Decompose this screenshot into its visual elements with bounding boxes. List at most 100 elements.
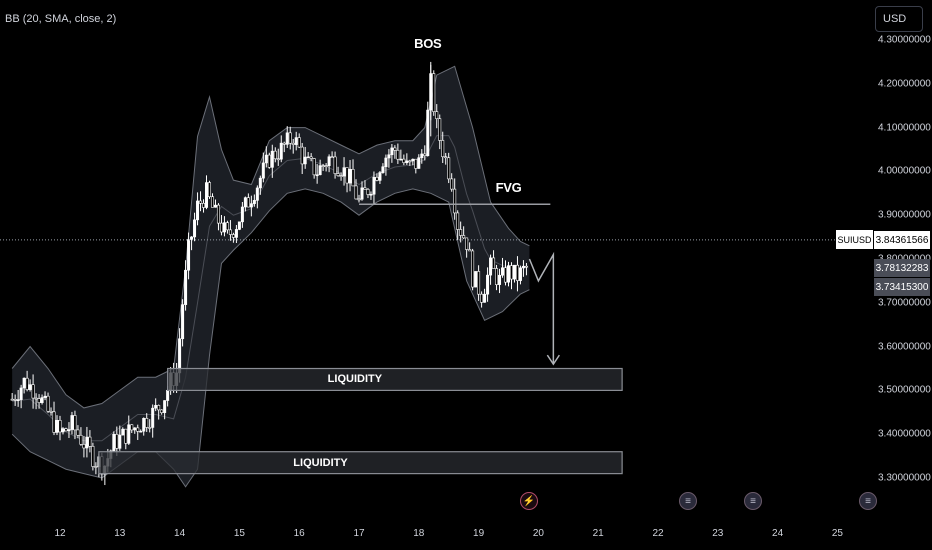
candle-body [387, 154, 391, 159]
candle-body [312, 158, 316, 176]
candle-body [300, 146, 304, 165]
candle-body [369, 193, 373, 196]
candle-body [303, 156, 307, 165]
candle-body [49, 410, 53, 413]
candle-body [19, 387, 23, 400]
current-price-tag: 3.84361566 [874, 231, 930, 249]
candle-body [166, 389, 170, 401]
currency-selector-button[interactable]: USD [875, 6, 923, 32]
candle-body [151, 407, 155, 428]
time-tick-label: 20 [532, 528, 544, 539]
price-tick-label: 3.50000000 [878, 384, 931, 396]
candle-body [399, 158, 403, 161]
candle-body [243, 197, 247, 208]
candle-body [258, 177, 262, 189]
candle-body [190, 236, 194, 240]
candle-body [255, 187, 259, 201]
candle-body [199, 200, 203, 204]
candlestick-series [10, 61, 528, 486]
symbol-price-tag: SUIUSD [836, 230, 873, 249]
candle-body [73, 415, 77, 431]
candle-body [360, 187, 364, 200]
candle-body [333, 156, 337, 174]
candle-body [441, 140, 445, 158]
upper-band-price-tag: 3.78132283 [874, 259, 930, 277]
candle-body [121, 428, 125, 436]
candle-body [381, 166, 385, 173]
candle-body [468, 249, 472, 252]
bos-annotation[interactable]: BOS [414, 36, 442, 51]
candle-body [276, 158, 280, 161]
us-flag-icon[interactable]: ≡ [859, 492, 877, 510]
candle-body [267, 154, 271, 168]
candle-body [453, 188, 457, 214]
candle-body [504, 267, 508, 283]
candle-body [372, 176, 376, 195]
us-flag-icon[interactable]: ≡ [679, 492, 697, 510]
candle-body [501, 267, 505, 276]
candle-body [321, 165, 325, 167]
candle-body [396, 149, 400, 160]
candle-body [64, 428, 68, 432]
candle-body [366, 189, 370, 195]
candle-body [351, 169, 355, 187]
candle-body [524, 265, 528, 268]
candle-body [327, 156, 331, 167]
candle-body [294, 137, 298, 145]
candle-body [309, 156, 313, 159]
candle-body [426, 109, 430, 157]
candle-body [521, 265, 525, 269]
liquidity-upper-label[interactable]: LIQUIDITY [327, 373, 383, 386]
bollinger-bands [11, 65, 530, 488]
price-tick-label: 3.60000000 [878, 341, 931, 353]
time-tick-label: 12 [54, 528, 66, 539]
candle-body [118, 434, 122, 449]
price-tick-label: 3.90000000 [878, 209, 931, 221]
candle-body [390, 147, 394, 156]
candle-body [474, 271, 478, 288]
candle-body [336, 173, 340, 176]
candle-body [28, 384, 32, 390]
candle-body [459, 229, 463, 236]
candle-body [130, 424, 134, 431]
candle-body [282, 142, 286, 145]
candle-body [181, 304, 185, 340]
candle-body [477, 271, 481, 295]
us-flag-icon[interactable]: ≡ [744, 492, 762, 510]
candle-body [393, 147, 397, 151]
candle-body [509, 265, 513, 280]
candle-body [10, 398, 14, 401]
candle-body [228, 229, 232, 235]
candle-body [324, 165, 328, 167]
price-tick-label: 4.20000000 [878, 78, 931, 90]
candle-body [237, 221, 241, 230]
liquidity-lower-label[interactable]: LIQUIDITY [293, 456, 348, 469]
upper-band-line [11, 65, 530, 409]
flash-icon[interactable]: ⚡ [520, 492, 538, 510]
candle-body [402, 158, 406, 164]
candle-body [450, 178, 454, 190]
time-tick-label: 25 [831, 528, 843, 539]
candle-body [363, 187, 367, 190]
candle-body [405, 160, 409, 164]
liquidity-zone [167, 367, 623, 391]
fvg-annotation[interactable]: FVG [495, 180, 522, 196]
candle-body [61, 428, 65, 433]
candle-body [157, 405, 161, 411]
indicator-legend[interactable]: BB (20, SMA, close, 2) [5, 13, 117, 25]
candle-body [411, 158, 415, 162]
candle-body [261, 162, 265, 179]
candle-body [417, 157, 421, 169]
candle-body [285, 132, 289, 145]
candle-body [46, 395, 50, 412]
lower-band-price-tag: 3.73415300 [874, 278, 930, 296]
candle-body [462, 235, 466, 239]
candle-body [219, 222, 223, 233]
candle-body [270, 150, 274, 168]
price-tick-label: 4.00000000 [878, 165, 931, 177]
candle-body [52, 411, 56, 433]
candle-body [210, 196, 214, 208]
candle-body [37, 398, 41, 403]
candle-body [414, 158, 418, 169]
